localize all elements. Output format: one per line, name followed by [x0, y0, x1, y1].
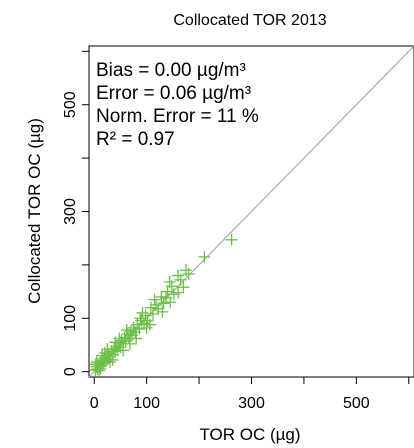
data-point — [140, 321, 153, 334]
data-point — [179, 264, 192, 277]
y-axis: 0 100 300 500 — [62, 50, 89, 376]
y-tick-label: 0 — [62, 367, 79, 376]
data-point — [150, 298, 163, 311]
annotation-line: Bias = 0.00 µg/m³ — [96, 60, 246, 81]
data-point — [106, 353, 119, 366]
data-point — [148, 293, 161, 306]
annotation-line: R² = 0.97 — [96, 129, 175, 150]
data-point — [117, 344, 130, 357]
data-point — [172, 269, 185, 282]
annotation-line: Error = 0.06 µg/m³ — [96, 83, 251, 104]
data-point — [127, 321, 140, 334]
data-point — [89, 358, 102, 371]
data-point — [143, 318, 156, 331]
data-point — [225, 233, 238, 246]
data-point — [118, 331, 131, 344]
data-point — [156, 305, 169, 318]
data-point — [94, 362, 107, 375]
data-point — [157, 297, 170, 310]
y-tick-label: 100 — [62, 305, 79, 332]
y-axis-label: Collocated TOR OC (µg) — [25, 118, 44, 304]
x-axis-label: TOR OC (µg) — [199, 425, 300, 444]
data-point — [163, 275, 176, 288]
data-point — [92, 364, 105, 377]
chart-title: Collocated TOR 2013 — [173, 12, 326, 29]
data-point — [96, 349, 109, 362]
data-point — [90, 356, 103, 369]
data-point — [113, 332, 126, 345]
scatter-points — [89, 233, 238, 377]
x-axis: 0 100 300 500 — [90, 377, 410, 412]
data-point — [101, 343, 114, 356]
data-point — [144, 301, 157, 314]
y-tick-label: 300 — [62, 198, 79, 225]
x-tick-label: 0 — [90, 395, 99, 412]
data-point — [103, 356, 116, 369]
data-point — [177, 281, 190, 294]
x-tick-label: 500 — [343, 395, 370, 412]
data-point — [160, 291, 173, 304]
data-point — [134, 312, 147, 325]
data-point — [155, 290, 168, 303]
data-point — [130, 332, 143, 345]
data-point — [198, 250, 211, 263]
data-point — [146, 308, 159, 321]
x-tick-label: 100 — [133, 395, 160, 412]
x-tick-label: 300 — [238, 395, 265, 412]
data-point — [161, 285, 174, 298]
data-point — [120, 324, 133, 337]
y-tick-label: 500 — [62, 91, 79, 118]
data-point — [172, 286, 185, 299]
annotation-line: Norm. Error = 11 % — [96, 106, 259, 127]
data-point — [123, 337, 136, 350]
data-point — [136, 306, 149, 319]
reference-line — [88, 45, 414, 378]
data-point — [115, 334, 128, 347]
one-to-one-line — [88, 45, 414, 378]
